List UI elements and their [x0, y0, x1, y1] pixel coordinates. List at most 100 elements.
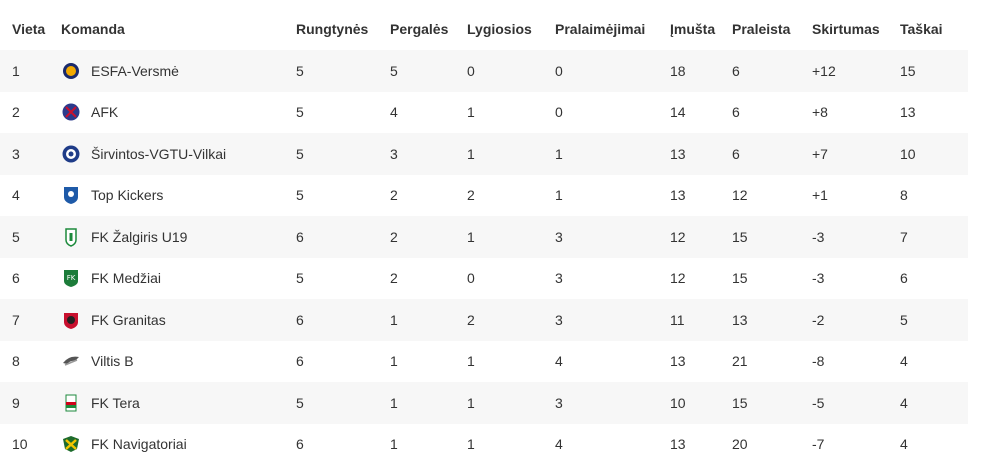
draws-cell: 0 — [467, 257, 555, 299]
table-row: 1 ESFA-Versmė 5 5 0 0 18 6 +12 15 — [0, 50, 968, 92]
losses-cell: 4 — [555, 423, 670, 465]
header-conceded[interactable]: Praleista — [732, 8, 812, 50]
losses-cell: 3 — [555, 382, 670, 424]
header-row: Vieta Komanda Rungtynės Pergalės Lygiosi… — [0, 8, 968, 50]
header-points[interactable]: Taškai — [900, 8, 968, 50]
points-cell: 4 — [900, 340, 968, 382]
esfa-versme-crest-icon — [61, 61, 81, 81]
team-cell: FK Granitas — [61, 299, 296, 341]
team-name[interactable]: ESFA-Versmė — [91, 62, 179, 79]
table-row: 4 Top Kickers 5 2 2 1 13 12 +1 8 — [0, 174, 968, 216]
scored-cell: 18 — [670, 50, 732, 92]
top-kickers-crest-icon — [61, 185, 81, 205]
team-cell: FK Žalgiris U19 — [61, 216, 296, 258]
points-cell: 10 — [900, 133, 968, 175]
draws-cell: 1 — [467, 133, 555, 175]
header-wins[interactable]: Pergalės — [390, 8, 467, 50]
wins-cell: 1 — [390, 340, 467, 382]
header-draws[interactable]: Lygiosios — [467, 8, 555, 50]
header-losses[interactable]: Pralaimėjimai — [555, 8, 670, 50]
header-scored[interactable]: Įmušta — [670, 8, 732, 50]
conceded-cell: 15 — [732, 382, 812, 424]
table-row: 9 FK Tera 5 1 1 3 10 15 -5 4 — [0, 382, 968, 424]
svg-text:FK: FK — [67, 274, 76, 282]
conceded-cell: 20 — [732, 423, 812, 465]
points-cell: 7 — [900, 216, 968, 258]
losses-cell: 3 — [555, 257, 670, 299]
table-row: 8 Viltis B 6 1 1 4 13 21 -8 4 — [0, 340, 968, 382]
table-row: 5 FK Žalgiris U19 6 2 1 3 12 15 -3 7 — [0, 216, 968, 258]
team-cell: AFK — [61, 91, 296, 133]
scored-cell: 13 — [670, 423, 732, 465]
tera-crest-icon — [61, 393, 81, 413]
wins-cell: 1 — [390, 299, 467, 341]
team-name[interactable]: FK Navigatoriai — [91, 436, 187, 453]
team-entry[interactable]: FK Žalgiris U19 — [61, 227, 296, 247]
team-entry[interactable]: AFK — [61, 102, 296, 122]
wins-cell: 2 — [390, 257, 467, 299]
played-cell: 6 — [296, 299, 390, 341]
draws-cell: 1 — [467, 91, 555, 133]
points-cell: 6 — [900, 257, 968, 299]
scored-cell: 13 — [670, 174, 732, 216]
header-team[interactable]: Komanda — [61, 8, 296, 50]
navigatoriai-crest-icon — [61, 434, 81, 454]
team-entry[interactable]: FK Tera — [61, 393, 296, 413]
team-name[interactable]: FK Medžiai — [91, 270, 162, 287]
table-row: 10 FK Navigatoriai 6 1 1 4 13 20 -7 4 — [0, 423, 968, 465]
team-name[interactable]: Top Kickers — [91, 187, 164, 204]
team-name[interactable]: FK Granitas — [91, 311, 166, 328]
draws-cell: 0 — [467, 50, 555, 92]
scored-cell: 10 — [670, 382, 732, 424]
losses-cell: 1 — [555, 174, 670, 216]
team-entry[interactable]: Viltis B — [61, 351, 296, 371]
header-played[interactable]: Rungtynės — [296, 8, 390, 50]
team-cell: FK FK Medžiai — [61, 257, 296, 299]
conceded-cell: 15 — [732, 216, 812, 258]
difference-cell: -3 — [812, 257, 900, 299]
team-name[interactable]: FK Žalgiris U19 — [91, 228, 188, 245]
scored-cell: 14 — [670, 91, 732, 133]
losses-cell: 4 — [555, 340, 670, 382]
header-difference[interactable]: Skirtumas — [812, 8, 900, 50]
wins-cell: 2 — [390, 174, 467, 216]
draws-cell: 1 — [467, 216, 555, 258]
header-position[interactable]: Vieta — [0, 8, 61, 50]
draws-cell: 2 — [467, 299, 555, 341]
standings-body: 1 ESFA-Versmė 5 5 0 0 18 6 +12 15 2 AFK 5 4 1 0 14 6 +8 13 3… — [0, 50, 968, 465]
team-entry[interactable]: FK Navigatoriai — [61, 434, 296, 454]
team-name[interactable]: Viltis B — [91, 353, 134, 370]
position-cell: 5 — [0, 216, 61, 258]
team-entry[interactable]: FK Granitas — [61, 310, 296, 330]
conceded-cell: 6 — [732, 91, 812, 133]
points-cell: 8 — [900, 174, 968, 216]
zalgiris-crest-icon — [61, 227, 81, 247]
scored-cell: 11 — [670, 299, 732, 341]
team-cell: FK Tera — [61, 382, 296, 424]
team-name[interactable]: AFK — [91, 104, 119, 121]
points-cell: 4 — [900, 382, 968, 424]
conceded-cell: 12 — [732, 174, 812, 216]
team-cell: FK Navigatoriai — [61, 423, 296, 465]
medziai-crest-icon: FK — [61, 268, 81, 288]
points-cell: 5 — [900, 299, 968, 341]
team-entry[interactable]: FK FK Medžiai — [61, 268, 296, 288]
team-entry[interactable]: Širvintos-VGTU-Vilkai — [61, 144, 296, 164]
team-name[interactable]: FK Tera — [91, 394, 140, 411]
draws-cell: 1 — [467, 340, 555, 382]
table-row: 6 FK FK Medžiai 5 2 0 3 12 15 -3 6 — [0, 257, 968, 299]
position-cell: 4 — [0, 174, 61, 216]
team-cell: Top Kickers — [61, 174, 296, 216]
conceded-cell: 21 — [732, 340, 812, 382]
losses-cell: 3 — [555, 299, 670, 341]
team-cell: Viltis B — [61, 340, 296, 382]
wins-cell: 5 — [390, 50, 467, 92]
table-row: 7 FK Granitas 6 1 2 3 11 13 -2 5 — [0, 299, 968, 341]
granitas-crest-icon — [61, 310, 81, 330]
difference-cell: +8 — [812, 91, 900, 133]
difference-cell: -7 — [812, 423, 900, 465]
team-entry[interactable]: Top Kickers — [61, 185, 296, 205]
team-entry[interactable]: ESFA-Versmė — [61, 61, 296, 81]
team-name[interactable]: Širvintos-VGTU-Vilkai — [91, 145, 227, 162]
sirvintos-vgtu-vilkai-crest-icon — [61, 144, 81, 164]
